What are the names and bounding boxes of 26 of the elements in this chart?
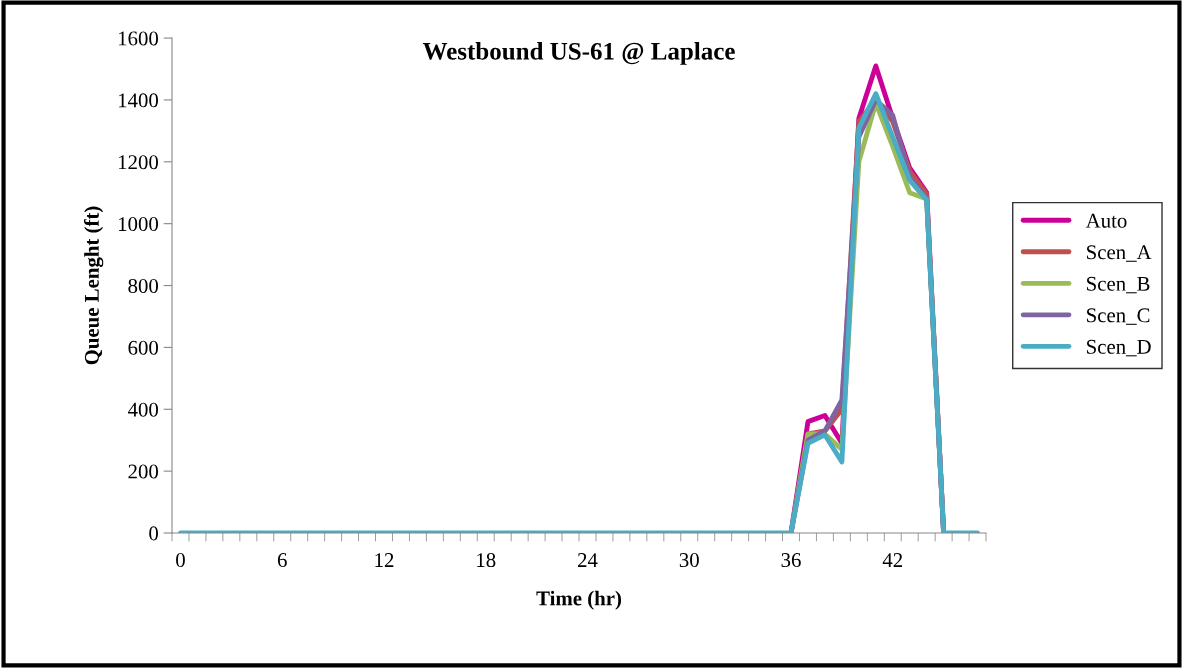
y-tick-label: 800: [128, 278, 159, 293]
y-tick-label: 1200: [118, 155, 159, 170]
y-tick-label: 400: [127, 402, 159, 417]
y-tick-label: 600: [128, 340, 159, 355]
legend-label: Scen_A: [1087, 245, 1152, 262]
y-tick-label: 200: [128, 464, 159, 479]
x-tick-label: 42: [882, 553, 903, 567]
x-tick-label: 18: [477, 553, 496, 568]
x-axis-title: Time (hr): [536, 590, 622, 610]
y-tick-label: 1400: [118, 93, 159, 108]
legend-label: Scen_B: [1087, 276, 1150, 294]
line-series: [178, 91, 980, 533]
x-tick-label: 6: [277, 553, 287, 568]
x-tick-label: 12: [375, 553, 394, 567]
y-tick-label: 0: [149, 526, 159, 541]
x-tick-label: 30: [679, 553, 699, 568]
legend-label: Scen_D: [1087, 339, 1151, 357]
y-axis-title: Queue Lenght (ft): [83, 206, 104, 365]
x-tick-label: 0: [176, 553, 185, 568]
chart-title: Westbound US-61 @ Laplace: [422, 42, 735, 65]
x-tick-label: 36: [781, 553, 801, 568]
y-tick-label: 1000: [118, 217, 159, 232]
legend-label: Auto: [1085, 213, 1127, 228]
legend-label: Scen_C: [1087, 308, 1150, 325]
y-tick-label: 1600: [118, 31, 159, 46]
x-tick-label: 24: [578, 553, 598, 567]
